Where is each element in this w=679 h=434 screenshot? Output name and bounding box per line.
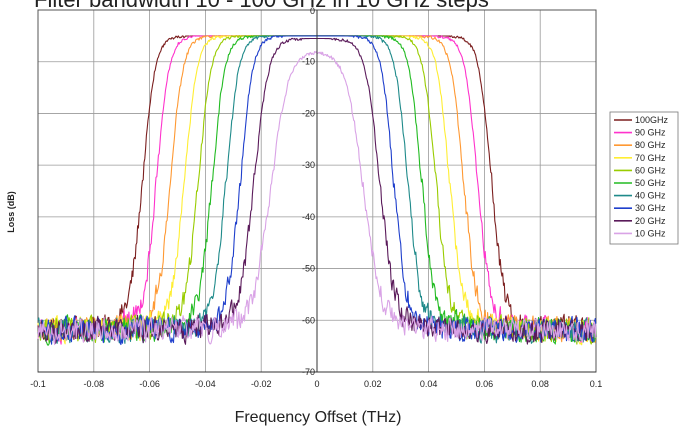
legend-label: 70 GHz bbox=[635, 153, 666, 163]
legend-label: 40 GHz bbox=[635, 191, 666, 201]
y-tick-label: 0 bbox=[310, 6, 315, 16]
x-tick-label: -0.02 bbox=[251, 379, 272, 389]
y-axis-label: Loss (dB) bbox=[6, 191, 16, 233]
legend-label: 10 GHz bbox=[635, 228, 666, 238]
legend-label: 100GHz bbox=[635, 115, 669, 125]
y-tick-label: -10 bbox=[302, 57, 315, 67]
x-tick-label: 0.02 bbox=[364, 379, 382, 389]
legend-label: 30 GHz bbox=[635, 203, 666, 213]
y-tick-label: -40 bbox=[302, 212, 315, 222]
legend-label: 90 GHz bbox=[635, 128, 666, 138]
x-axis-label: Frequency Offset (THz) bbox=[235, 409, 402, 426]
legend-label: 20 GHz bbox=[635, 216, 666, 226]
x-tick-label: -0.08 bbox=[84, 379, 105, 389]
x-tick-label: -0.04 bbox=[195, 379, 216, 389]
x-tick-label: 0 bbox=[314, 379, 319, 389]
y-tick-label: -70 bbox=[302, 367, 315, 377]
y-tick-label: -50 bbox=[302, 264, 315, 274]
y-tick-label: -30 bbox=[302, 160, 315, 170]
tick-labels: -0.1 -0.08 -0.06 -0.04 -0.02 0 0.02 0.04 0.06 0.0… bbox=[30, 6, 602, 389]
legend-label: 50 GHz bbox=[635, 178, 666, 188]
y-tick-label: -20 bbox=[302, 108, 315, 118]
x-tick-label: -0.1 bbox=[30, 379, 46, 389]
x-tick-label: -0.06 bbox=[139, 379, 160, 389]
x-tick-label: 0.1 bbox=[590, 379, 603, 389]
chart-title: Filter bandwidth 10 - 100 GHz in 10 GHz … bbox=[34, 0, 489, 13]
legend-box bbox=[609, 111, 679, 245]
y-tick-label: -60 bbox=[302, 315, 315, 325]
axes bbox=[38, 10, 596, 373]
legend-label: 80 GHz bbox=[635, 140, 666, 150]
x-tick-label: 0.04 bbox=[420, 379, 438, 389]
x-tick-label: 0.08 bbox=[531, 379, 549, 389]
legend-label: 60 GHz bbox=[635, 165, 666, 175]
x-tick-label: 0.06 bbox=[476, 379, 494, 389]
legend: 100GHz 90 GHz 80 GHz 70 GHz 60 GHz 50 GHz 40 G… bbox=[609, 111, 679, 245]
